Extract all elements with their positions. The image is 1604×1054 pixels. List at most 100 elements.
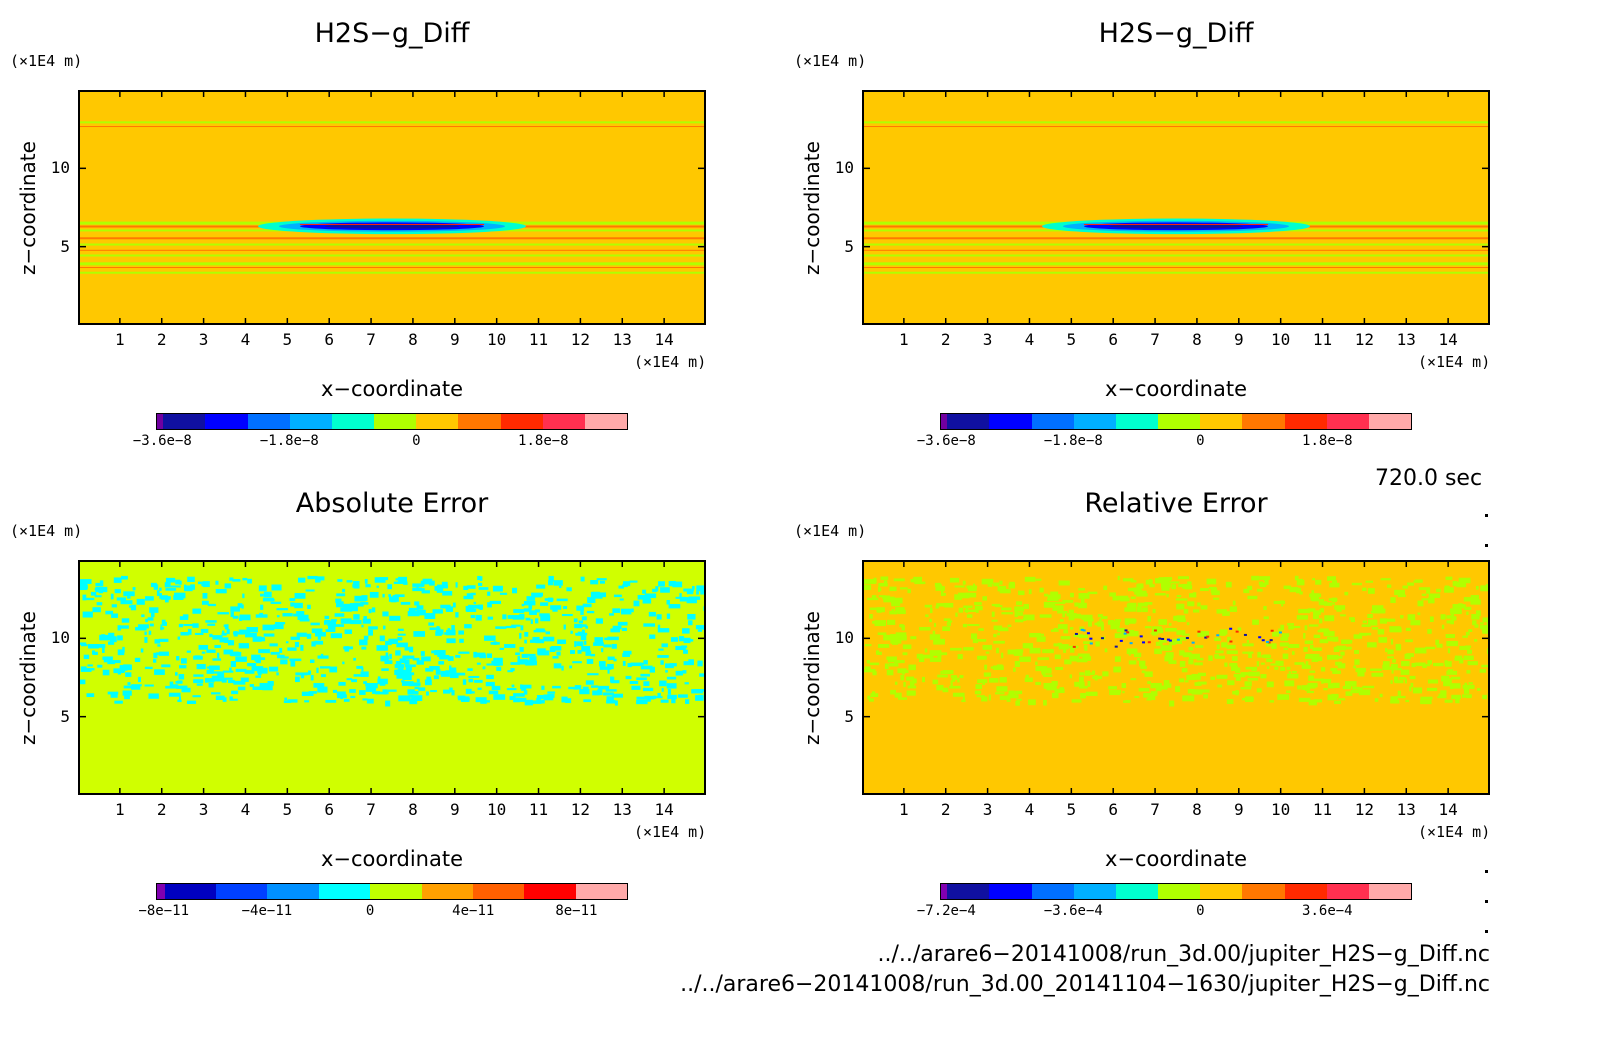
- noise-cell: [1028, 699, 1036, 706]
- noise-cell: [348, 606, 358, 612]
- noise-cell: [1177, 576, 1190, 580]
- noise-cell: [1013, 667, 1016, 672]
- noise-cell: [1143, 693, 1153, 698]
- noise-cell: [1379, 693, 1383, 698]
- noise-cell: [1440, 614, 1446, 620]
- noise-cell: [548, 580, 554, 586]
- noise-cell: [271, 584, 282, 591]
- noise-cell: [468, 678, 474, 683]
- noise-cell: [79, 679, 86, 685]
- noise-cell: [1305, 686, 1311, 691]
- noise-cell: [1242, 643, 1254, 647]
- noise-cell: [1479, 622, 1484, 625]
- noise-cell: [1197, 631, 1210, 637]
- noise-cell: [610, 680, 620, 684]
- noise-cell: [1001, 612, 1013, 615]
- noise-cell: [1412, 687, 1423, 694]
- noise-cell: [1014, 606, 1025, 612]
- noise-cell: [252, 636, 262, 642]
- noise-cell: [421, 590, 430, 594]
- noise-cell: [1281, 604, 1284, 607]
- noise-cell: [148, 693, 159, 699]
- colorbar-swatch: [524, 884, 576, 899]
- noise-cell: [643, 623, 656, 627]
- noise-cell: [643, 681, 650, 686]
- noise-cell: [482, 666, 486, 669]
- noise-cell: [436, 588, 443, 593]
- noise-cell: [217, 612, 229, 615]
- stratified-band: [78, 267, 706, 269]
- noise-cell: [456, 672, 466, 676]
- noise-cell: [1124, 618, 1136, 624]
- error-speck: [1176, 638, 1180, 641]
- noise-cell: [1215, 655, 1225, 659]
- noise-cell: [223, 624, 228, 627]
- noise-cell: [668, 604, 681, 609]
- noise-cell: [509, 696, 516, 701]
- plot-area: [862, 90, 1490, 325]
- noise-cell: [1054, 654, 1061, 660]
- noise-cell: [669, 663, 677, 667]
- noise-cell: [1029, 647, 1041, 654]
- stratified-band: [862, 237, 1490, 240]
- noise-cell: [563, 624, 566, 630]
- noise-cell: [1088, 621, 1092, 627]
- noise-cell: [1192, 609, 1200, 613]
- noise-cell: [524, 639, 527, 644]
- noise-cell: [1270, 663, 1279, 666]
- noise-cell: [412, 657, 420, 661]
- noise-cell: [1471, 614, 1480, 620]
- noise-cell: [416, 605, 424, 610]
- noise-cell: [636, 696, 649, 700]
- noise-cell: [1399, 677, 1406, 680]
- noise-cell: [580, 635, 587, 641]
- noise-cell: [463, 585, 469, 590]
- noise-cell: [172, 684, 179, 687]
- noise-cell: [1308, 624, 1319, 627]
- noise-cell: [1417, 612, 1421, 616]
- plot-background: [78, 90, 706, 325]
- noise-cell: [320, 666, 331, 669]
- x-axis-label: x−coordinate: [320, 377, 464, 401]
- noise-cell: [1465, 645, 1472, 649]
- noise-cell: [657, 628, 670, 633]
- noise-cell: [1436, 643, 1443, 648]
- x-tick-label: 12: [1354, 330, 1375, 349]
- noise-cell: [457, 655, 461, 658]
- noise-cell: [1301, 685, 1309, 690]
- noise-cell: [1229, 607, 1238, 611]
- noise-cell: [536, 584, 546, 589]
- noise-cell: [290, 636, 300, 640]
- noise-cell: [1289, 587, 1299, 593]
- noise-cell: [1390, 638, 1394, 645]
- noise-cell: [140, 648, 144, 653]
- noise-cell: [389, 653, 392, 660]
- noise-cell: [952, 692, 965, 697]
- noise-cell: [193, 655, 203, 660]
- noise-cell: [1102, 671, 1109, 677]
- noise-cell: [1094, 622, 1104, 626]
- noise-cell: [287, 647, 297, 651]
- noise-cell: [922, 654, 934, 659]
- noise-cell: [79, 579, 92, 584]
- noise-cell: [622, 582, 630, 585]
- noise-cell: [888, 663, 899, 667]
- x-tick-label: 5: [282, 330, 293, 349]
- noise-cell: [113, 668, 123, 674]
- noise-cell: [1372, 609, 1385, 614]
- noise-cell: [439, 655, 450, 660]
- noise-cell: [239, 614, 251, 621]
- noise-cell: [1014, 619, 1024, 623]
- noise-cell: [238, 643, 250, 649]
- noise-cell: [485, 681, 495, 687]
- x-tick-label: 13: [612, 330, 632, 349]
- margin-dot: [1485, 870, 1488, 873]
- noise-cell: [1081, 614, 1093, 620]
- noise-cell: [349, 689, 356, 693]
- noise-cell: [999, 677, 1007, 683]
- noise-cell: [1137, 657, 1141, 661]
- noise-cell: [1350, 619, 1355, 623]
- file-path-1: ../../arare6−20141008/run_3d.00/jupiter_…: [877, 942, 1491, 967]
- noise-cell: [552, 656, 559, 659]
- noise-cell: [262, 624, 275, 631]
